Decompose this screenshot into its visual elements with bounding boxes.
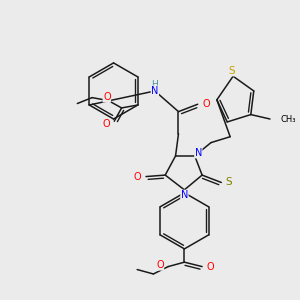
- Text: S: S: [226, 178, 232, 188]
- Text: O: O: [206, 262, 214, 272]
- Text: O: O: [102, 119, 110, 129]
- Text: N: N: [195, 148, 202, 158]
- Text: O: O: [103, 92, 111, 102]
- Text: O: O: [156, 260, 164, 270]
- Text: S: S: [228, 66, 235, 76]
- Text: N: N: [151, 86, 159, 96]
- Text: O: O: [134, 172, 142, 182]
- Text: N: N: [181, 190, 188, 200]
- Text: H: H: [152, 80, 158, 89]
- Text: CH₃: CH₃: [280, 115, 296, 124]
- Text: O: O: [202, 99, 210, 109]
